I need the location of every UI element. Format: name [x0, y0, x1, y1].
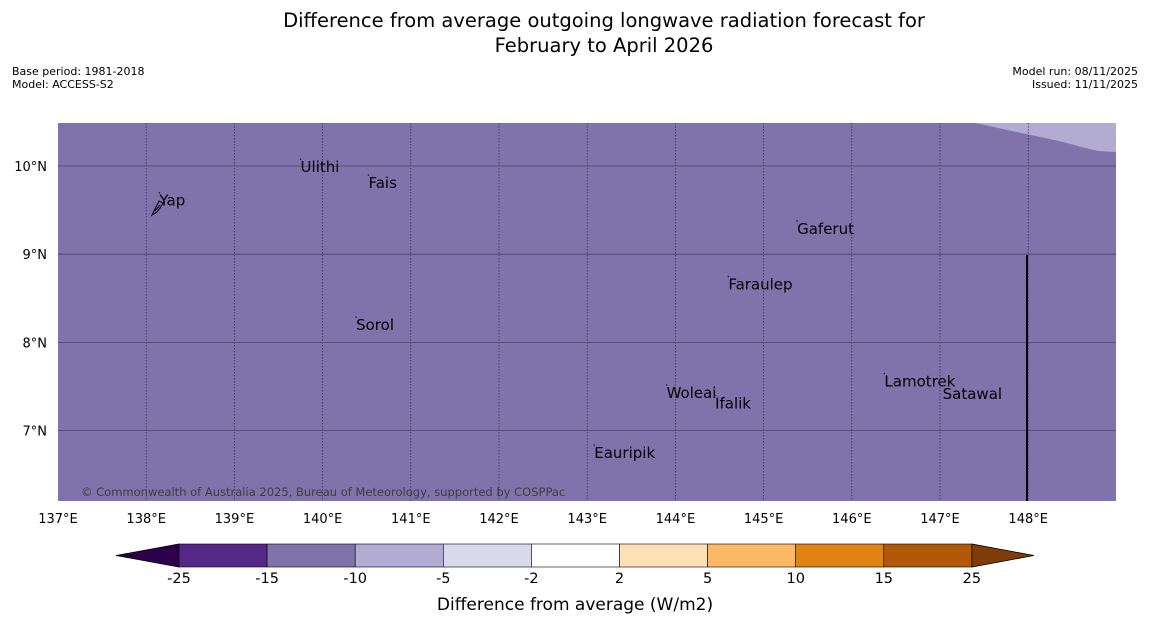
colorbar-tick-label: -10 [343, 571, 367, 587]
colorbar-segment [619, 543, 708, 568]
colorbar-segment [178, 543, 268, 568]
place-label: Yap [158, 192, 185, 210]
colorbar-tick-label: 5 [703, 571, 712, 587]
y-tick-label: 9°N [23, 248, 48, 263]
x-tick-label: 139°E [215, 512, 255, 527]
x-tick-label: 142°E [479, 512, 519, 527]
title-line-1: Difference from average outgoing longwav… [283, 9, 925, 32]
place-label: Sorol [356, 316, 394, 334]
colorbar-segment [354, 543, 444, 568]
title-line-2: February to April 2026 [494, 34, 714, 57]
x-tick-label: 146°E [832, 512, 872, 527]
colorbar-tick-label: -5 [436, 571, 450, 587]
colorbar-segment [442, 543, 532, 568]
colorbar-arrow-low [115, 543, 180, 568]
colorbar-tick-label: -15 [255, 571, 279, 587]
colorbar-tick-label: 15 [875, 571, 893, 587]
island-marker [665, 384, 668, 386]
colorbar-tick-label: -2 [524, 571, 538, 587]
colorbar-segment [707, 543, 796, 568]
colorbar-tick-label: 2 [615, 571, 624, 587]
y-tick-label: 10°N [14, 160, 47, 175]
place-label: Fais [368, 174, 397, 192]
x-tick-label: 140°E [303, 512, 343, 527]
model-run: Model run: 08/11/2025 [1012, 65, 1138, 78]
colorbar-segment [531, 543, 620, 568]
map-title: Difference from average outgoing longwav… [0, 8, 1150, 58]
y-tick-label: 8°N [23, 336, 48, 351]
y-tick-label: 7°N [23, 425, 48, 440]
x-tick-label: 138°E [126, 512, 166, 527]
island-marker [883, 372, 886, 375]
model-name: Model: ACCESS-S2 [12, 78, 114, 91]
island-marker [796, 220, 798, 222]
y-axis-ticks: 10°N 9°N 8°N 7°N [14, 160, 47, 440]
x-tick-label: 148°E [1008, 512, 1048, 527]
island-marker [593, 444, 596, 446]
base-period: Base period: 1981-2018 [12, 65, 145, 78]
place-label: Satawal [943, 385, 1002, 403]
colorbar-title: Difference from average (W/m2) [437, 595, 713, 615]
x-tick-label: 144°E [656, 512, 696, 527]
place-labels: Yap Ulithi Fais Gaferut Faraulep Sorol WoleaiI… [158, 158, 1002, 462]
x-tick-label: 143°E [567, 512, 607, 527]
place-label: Woleai [667, 384, 717, 402]
island-marker [727, 275, 730, 278]
place-label: Gaferut [797, 220, 854, 238]
island-marker [299, 158, 302, 160]
grid-lines [58, 123, 1116, 501]
place-label: Lamotrek [884, 373, 955, 391]
colorbar-segment [266, 543, 356, 568]
colorbar-arrow-high [971, 543, 1035, 568]
island-marker [367, 174, 370, 176]
x-tick-label: 141°E [391, 512, 431, 527]
place-label: Ifalik [715, 395, 751, 413]
island-marker [158, 191, 161, 194]
x-tick-label: 137°E [38, 512, 78, 527]
colorbar-tick-label: -25 [167, 571, 191, 587]
colorbar-tick-label: 10 [786, 571, 804, 587]
meta-left: Base period: 1981-2018 Model: ACCESS-S2 [12, 65, 144, 91]
colorbar [115, 543, 1035, 568]
x-tick-label: 145°E [744, 512, 784, 527]
colorbar-segment [883, 543, 973, 568]
issued-date: Issued: 11/11/2025 [1031, 78, 1138, 91]
colorbar-segment [795, 543, 885, 568]
island-marker [355, 316, 357, 318]
x-tick-label: 147°E [920, 512, 960, 527]
meta-right: Model run: 08/11/2025 Issued: 11/11/2025 [1012, 65, 1138, 91]
island-marker [941, 385, 944, 387]
colorbar-tick-label: 25 [963, 571, 981, 587]
yap-island-outline [150, 200, 164, 217]
x-axis-ticks: 137°E 138°E 139°E 140°E 141°E 142°E 143°E 144°E… [38, 512, 1048, 527]
place-label: Ulithi [301, 158, 340, 176]
island-marker [714, 394, 716, 397]
anomaly-region-ne [975, 123, 1116, 152]
colorbar-ticks: -25 -15 -10 -5 -2 2 5 10 15 25 [167, 571, 981, 587]
place-label: Faraulep [728, 275, 792, 293]
place-label: Eauripik [594, 444, 655, 462]
copyright-note: © Commonwealth of Australia 2025, Bureau… [81, 485, 565, 499]
